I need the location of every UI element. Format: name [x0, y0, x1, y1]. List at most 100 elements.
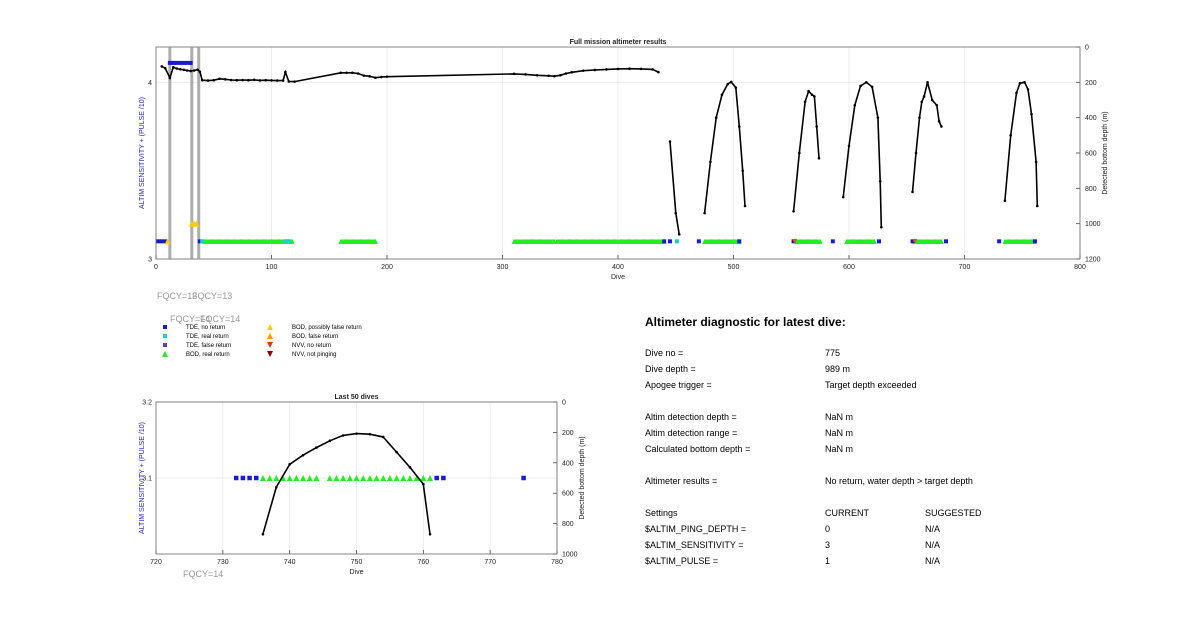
bottom-depth-point	[212, 78, 216, 82]
bottom-depth-point	[178, 67, 182, 71]
altim-setting-marker	[912, 238, 918, 244]
bottom-depth-point	[918, 116, 921, 119]
bod-real-return-marker	[360, 475, 367, 481]
bottom-depth-line	[262, 432, 431, 535]
bottom-depth-line	[669, 141, 680, 235]
y-right-tick-label: 200	[1085, 80, 1097, 87]
bod-real-return-marker	[372, 238, 378, 244]
fqcy-label: FQCY=13	[157, 291, 198, 301]
bottom-depth-point	[870, 85, 874, 89]
bottom-depth-point	[616, 67, 620, 71]
y-right-tick-label: 200	[562, 430, 574, 437]
setting-suggested: N/A	[925, 556, 941, 566]
bottom-depth-point	[914, 151, 918, 155]
bottom-depth-point	[734, 86, 738, 89]
bottom-depth-point	[315, 446, 318, 449]
bottom-depth-point	[379, 75, 383, 79]
setting-current: 1	[825, 556, 831, 566]
bottom-depth-point	[422, 482, 425, 486]
y-right-tick-label: 400	[1085, 115, 1097, 122]
bottom-depth-point	[878, 179, 882, 183]
bod-real-return-marker	[938, 238, 944, 244]
setting-current: 3	[825, 540, 831, 550]
legend-marker	[267, 324, 273, 330]
bod-real-return-marker	[406, 475, 413, 481]
setting-label: $ALTIM_PULSE =	[645, 556, 719, 566]
bottom-depth-point	[1003, 199, 1007, 202]
setting-suggested: N/A	[925, 524, 941, 534]
bottom-depth-point	[172, 66, 175, 69]
bod-real-return-marker	[366, 475, 373, 481]
diag-label-altimeter-results: Altimeter results =	[645, 476, 718, 486]
altim-setting-marker	[674, 239, 679, 244]
diag-value-detection-depth: NaN m	[825, 412, 854, 422]
bod-real-return-marker	[386, 475, 393, 481]
vertical-marker-band	[168, 47, 172, 259]
bottom-depth-point	[1015, 91, 1018, 95]
chart-title: Last 50 dives	[335, 394, 379, 401]
bottom-depth-point	[368, 432, 372, 436]
bottom-depth-point	[553, 74, 556, 78]
diag-value-altimeter-results: No return, water depth > target depth	[825, 476, 973, 486]
y-right-tick-label: 600	[1085, 151, 1097, 158]
altim-setting-marker	[283, 239, 288, 244]
bottom-depth-point	[160, 65, 164, 68]
bottom-depth-point	[940, 125, 943, 128]
bottom-depth-point	[206, 79, 210, 82]
x-tick-label: 720	[150, 559, 162, 566]
bottom-depth-point	[261, 532, 265, 536]
bottom-depth-point	[930, 98, 934, 102]
bottom-depth-point	[168, 76, 172, 80]
bottom-depth-point	[853, 104, 857, 107]
bottom-depth-point	[200, 78, 204, 82]
settings-header-current: CURRENT	[825, 508, 869, 518]
settings-header-suggested: SUGGESTED	[925, 508, 982, 518]
bottom-depth-point	[252, 78, 256, 82]
bottom-depth-point	[270, 79, 273, 82]
altim-setting-marker	[662, 239, 667, 244]
bottom-depth-point	[247, 78, 250, 82]
bottom-depth-point	[657, 70, 660, 74]
altim-setting-marker	[696, 239, 701, 244]
altim-setting-marker	[174, 60, 179, 65]
x-tick-label: 760	[417, 559, 429, 566]
bottom-depth-point	[1030, 112, 1033, 116]
bottom-depth-point	[922, 95, 926, 98]
bottom-depth-point	[328, 439, 332, 443]
diag-value-detection-range: NaN m	[825, 428, 854, 438]
setting-current: 0	[825, 524, 831, 534]
bottom-depth-point	[674, 211, 678, 215]
bod-real-return-marker	[266, 475, 273, 481]
plot-frame	[155, 401, 558, 555]
bottom-depth-point	[224, 78, 227, 81]
altim-setting-marker	[188, 60, 193, 65]
x-tick-label: 740	[284, 559, 296, 566]
y-left-tick-label: 3.1	[142, 476, 152, 483]
x-tick-label: 780	[551, 559, 563, 566]
bod-real-return-marker	[400, 475, 407, 481]
bottom-depth-point	[301, 453, 305, 457]
diagnostic-title: Altimeter diagnostic for latest dive:	[645, 315, 846, 329]
altim-setting-marker	[944, 239, 949, 244]
legend-label: TDE, false return	[186, 343, 232, 349]
bottom-depth-point	[564, 72, 568, 75]
legend-marker	[163, 334, 167, 338]
bottom-depth-point	[182, 68, 186, 72]
bod-real-return-marker	[326, 475, 333, 481]
bottom-depth-point	[792, 210, 795, 213]
x-tick-label: 800	[1074, 264, 1086, 271]
tde-no-return-marker	[441, 475, 446, 481]
setting-suggested: N/A	[925, 540, 941, 550]
bottom-depth-point	[570, 70, 574, 74]
bottom-depth-point	[876, 116, 880, 119]
y-right-tick-label: 600	[562, 491, 574, 498]
bottom-depth-point	[198, 70, 202, 74]
x-tick-label: 600	[843, 264, 855, 271]
bottom-depth-point	[241, 78, 244, 82]
legend-marker	[267, 351, 273, 357]
bottom-depth-point	[356, 72, 360, 75]
bod-real-return-marker	[289, 238, 295, 244]
bottom-depth-point	[582, 69, 585, 72]
y-right-tick-label: 400	[562, 460, 574, 467]
altim-setting-marker	[185, 60, 190, 65]
